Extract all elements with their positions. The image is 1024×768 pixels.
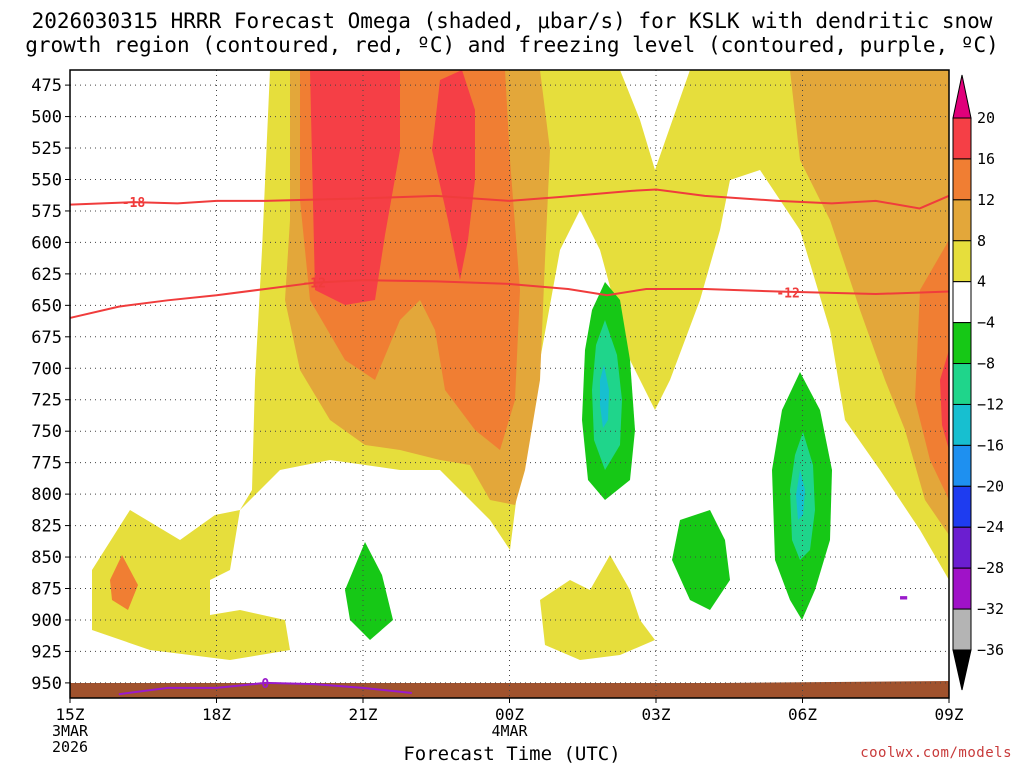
colorbar-label-12: −32 <box>977 600 1004 618</box>
colorbar-label-9: −20 <box>977 477 1004 495</box>
y-tick-label-550: 550 <box>31 170 62 190</box>
contour-line-2 <box>118 681 412 696</box>
colorbar-swatch-12 <box>952 567 972 610</box>
y-tick-label-775: 775 <box>31 454 62 474</box>
colorbar-swatch-10 <box>952 485 972 528</box>
colorbar-swatch-7 <box>952 363 972 405</box>
y-tick-label-575: 575 <box>31 202 62 222</box>
colorbar-swatch-11 <box>952 526 972 569</box>
y-tick-label-500: 500 <box>31 108 62 128</box>
colorbar-swatch-9 <box>952 444 972 487</box>
y-tick-label-925: 925 <box>31 642 62 662</box>
x-tick-label-06Z: 06Z <box>788 705 817 724</box>
x-tick-label-03Z: 03Z <box>642 705 671 724</box>
y-tick-label-625: 625 <box>31 265 62 285</box>
colorbar-swatch-2 <box>952 158 972 201</box>
x-tick-label-15Z: 15Z <box>56 705 85 724</box>
omega-fill-neg4-neg8-c <box>672 510 730 610</box>
colorbar-label-3: 8 <box>977 232 986 250</box>
colorbar-label-4: 4 <box>977 273 986 291</box>
chart-title-line-2: growth region (contoured, red, ºC) and f… <box>25 33 999 57</box>
y-tick-label-725: 725 <box>31 391 62 411</box>
contour-line-0 <box>69 188 950 210</box>
colorbar-label-6: −8 <box>977 355 995 373</box>
contour-label-2: 0 <box>261 677 269 692</box>
omega-fill-4-8-lower <box>540 555 655 660</box>
omega-fill-neg12-neg16-b <box>796 470 805 520</box>
colorbar: 20 16 12 8 4 −4 −8 −12 −16 −20 −24 −28 −32 −36 <box>952 74 1004 691</box>
colorbar-swatch-13 <box>952 608 972 651</box>
omega-fill-8-12-right <box>790 70 949 535</box>
colorbar-label-8: −16 <box>977 436 1004 454</box>
omega-fill-16-20 <box>310 70 400 305</box>
colorbar-swatch-1 <box>952 117 972 160</box>
y-axis: 475 500 525 550 575 600 625 650 675 700 725 750 775 8… <box>31 76 70 694</box>
colorbar-label-5: −4 <box>977 314 995 332</box>
freezing-dot: ▬ <box>900 590 908 604</box>
y-tick-label-700: 700 <box>31 359 62 379</box>
y-tick-label-525: 525 <box>31 139 62 159</box>
y-tick-label-475: 475 <box>31 76 62 96</box>
y-tick-label-600: 600 <box>31 233 62 253</box>
colorbar-swatch-6 <box>952 322 972 365</box>
colorbar-label-7: −12 <box>977 395 1004 413</box>
colorbar-label-2: 12 <box>977 191 995 209</box>
omega-fill-12-16-small <box>110 555 138 610</box>
colorbar-top-triangle <box>952 74 972 119</box>
contour-line-1 <box>69 279 950 319</box>
x-axis-title: Forecast Time (UTC) <box>403 743 621 765</box>
colorbar-label-10: −24 <box>977 518 1004 536</box>
colorbar-swatch-3 <box>952 199 972 242</box>
x-tick-date-00Z: 4MAR <box>491 722 528 740</box>
omega-fill-neg12-neg16-a <box>600 365 609 428</box>
x-tick-label-21Z: 21Z <box>349 705 378 724</box>
x-tick-label-00Z: 00Z <box>495 705 524 724</box>
y-tick-label-800: 800 <box>31 485 62 505</box>
y-tick-label-850: 850 <box>31 548 62 568</box>
contour-label-0: -18 <box>122 196 146 211</box>
contour-label-1: -12 <box>302 277 325 292</box>
y-tick-label-650: 650 <box>31 296 62 316</box>
temperature-contours: -18 -12 -12 0 <box>69 188 950 696</box>
contour-label-1-b: -12 <box>776 286 799 301</box>
credit-text[interactable]: coolwx.com/models <box>860 745 1012 761</box>
y-tick-label-950: 950 <box>31 674 62 694</box>
colorbar-swatch-4 <box>952 240 972 283</box>
colorbar-swatch-5 <box>952 281 972 324</box>
colorbar-label-11: −28 <box>977 559 1004 577</box>
colorbar-bottom-triangle <box>952 649 972 691</box>
chart-title-line-1: 2026030315 HRRR Forecast Omega (shaded, … <box>31 9 993 33</box>
omega-fill-16-20-b <box>432 70 475 280</box>
omega-shading <box>92 70 949 660</box>
ground-slope <box>70 681 949 689</box>
x-tick-label-09Z: 09Z <box>935 705 964 724</box>
x-tick-date-15Z: 3MAR <box>52 722 89 740</box>
y-tick-label-675: 675 <box>31 328 62 348</box>
colorbar-label-0: 20 <box>977 109 995 127</box>
omega-fill-neg4-neg8-d <box>345 542 393 640</box>
y-tick-label-825: 825 <box>31 517 62 537</box>
omega-fill-16-20-right <box>940 350 949 450</box>
x-tick-label-18Z: 18Z <box>202 705 231 724</box>
x-tick-year-15Z: 2026 <box>52 738 88 756</box>
colorbar-swatch-8 <box>952 403 972 446</box>
colorbar-label-13: −36 <box>977 641 1004 659</box>
colorbar-label-1: 16 <box>977 150 995 168</box>
y-tick-label-875: 875 <box>31 580 62 600</box>
y-tick-label-900: 900 <box>31 611 62 631</box>
y-tick-label-750: 750 <box>31 422 62 442</box>
